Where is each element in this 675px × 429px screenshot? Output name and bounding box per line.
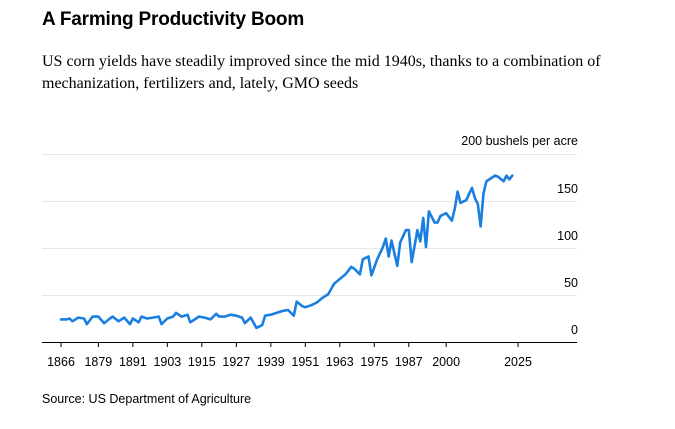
x-tick-label: 1939 <box>257 355 285 369</box>
grid-lines <box>42 154 577 296</box>
y-tick-label: 50 <box>564 276 578 290</box>
source-note: Source: US Department of Agriculture <box>42 392 252 406</box>
y-tick-label: 100 <box>557 229 578 243</box>
y-tick-label: 0 <box>571 323 578 337</box>
series-layer <box>59 174 514 330</box>
x-tick-label: 1866 <box>47 355 75 369</box>
x-tick-label: 1951 <box>291 355 319 369</box>
x-tick-label: 1915 <box>188 355 216 369</box>
y-tick-label: 150 <box>557 182 578 196</box>
corn-yield-line <box>59 174 514 330</box>
axis-labels: 1866 1879 1891 1903 1915 1927 1939 1951 1963 1975… <box>47 134 578 369</box>
chart-subtitle: US corn yields have steadily improved si… <box>42 53 601 92</box>
y-unit-label: 200 bushels per acre <box>461 134 578 148</box>
x-tick-label: 1975 <box>360 355 388 369</box>
x-tick-label: 1987 <box>395 355 423 369</box>
x-tick-label: 1879 <box>84 355 112 369</box>
x-tick-label: 2000 <box>432 355 460 369</box>
x-tick-label: 1891 <box>119 355 147 369</box>
x-tick-label: 1927 <box>222 355 250 369</box>
x-tick-label: 2025 <box>504 355 532 369</box>
chart-title: A Farming Productivity Boom <box>42 9 305 30</box>
x-axis <box>42 342 577 347</box>
x-tick-label: 1903 <box>153 355 181 369</box>
x-tick-label: 1963 <box>326 355 354 369</box>
